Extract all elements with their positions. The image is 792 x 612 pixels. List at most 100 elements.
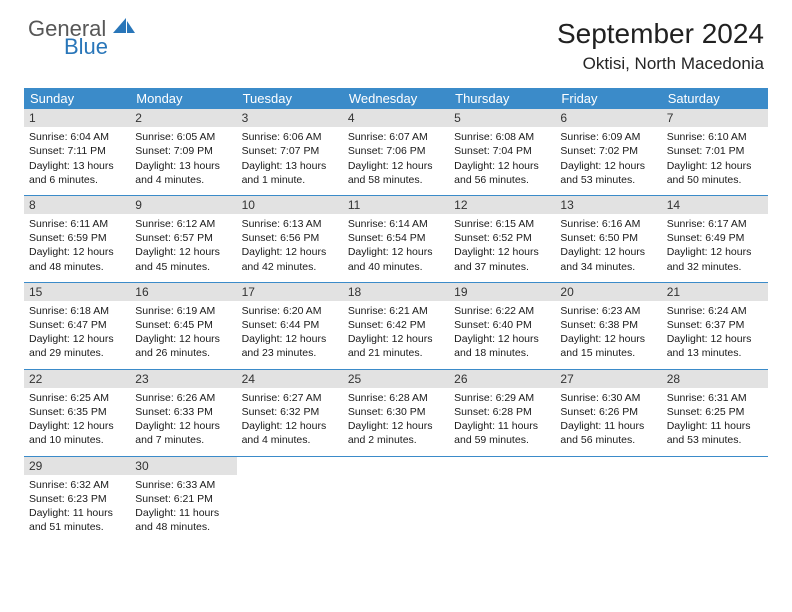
- sunset-text: Sunset: 6:35 PM: [29, 405, 125, 419]
- daylight-text: Daylight: 12 hours and 2 minutes.: [348, 419, 444, 447]
- sunset-text: Sunset: 6:33 PM: [135, 405, 231, 419]
- day-cell: 18Sunrise: 6:21 AMSunset: 6:42 PMDayligh…: [343, 283, 449, 369]
- day-cell: 16Sunrise: 6:19 AMSunset: 6:45 PMDayligh…: [130, 283, 236, 369]
- daylight-text: Daylight: 12 hours and 37 minutes.: [454, 245, 550, 273]
- day-cell: 21Sunrise: 6:24 AMSunset: 6:37 PMDayligh…: [662, 283, 768, 369]
- daylight-text: Daylight: 12 hours and 29 minutes.: [29, 332, 125, 360]
- sunset-text: Sunset: 6:59 PM: [29, 231, 125, 245]
- sunset-text: Sunset: 6:32 PM: [242, 405, 338, 419]
- daylight-text: Daylight: 12 hours and 34 minutes.: [560, 245, 656, 273]
- day-cell: 2Sunrise: 6:05 AMSunset: 7:09 PMDaylight…: [130, 109, 236, 195]
- daylight-text: Daylight: 11 hours and 48 minutes.: [135, 506, 231, 534]
- day-number: 6: [555, 109, 661, 127]
- daylight-text: Daylight: 12 hours and 42 minutes.: [242, 245, 338, 273]
- sunrise-text: Sunrise: 6:14 AM: [348, 217, 444, 231]
- day-number: 15: [24, 283, 130, 301]
- daylight-text: Daylight: 12 hours and 23 minutes.: [242, 332, 338, 360]
- day-number: 8: [24, 196, 130, 214]
- sunset-text: Sunset: 6:37 PM: [667, 318, 763, 332]
- sunrise-text: Sunrise: 6:26 AM: [135, 391, 231, 405]
- day-number: 14: [662, 196, 768, 214]
- day-number: 7: [662, 109, 768, 127]
- sunset-text: Sunset: 7:04 PM: [454, 144, 550, 158]
- sunset-text: Sunset: 6:57 PM: [135, 231, 231, 245]
- day-number: 13: [555, 196, 661, 214]
- day-cell: [237, 457, 343, 543]
- daylight-text: Daylight: 12 hours and 40 minutes.: [348, 245, 444, 273]
- sunrise-text: Sunrise: 6:22 AM: [454, 304, 550, 318]
- daylight-text: Daylight: 12 hours and 53 minutes.: [560, 159, 656, 187]
- day-cell: 30Sunrise: 6:33 AMSunset: 6:21 PMDayligh…: [130, 457, 236, 543]
- day-cell: 13Sunrise: 6:16 AMSunset: 6:50 PMDayligh…: [555, 196, 661, 282]
- sunrise-text: Sunrise: 6:12 AM: [135, 217, 231, 231]
- daylight-text: Daylight: 12 hours and 48 minutes.: [29, 245, 125, 273]
- sunrise-text: Sunrise: 6:29 AM: [454, 391, 550, 405]
- title-block: September 2024 Oktisi, North Macedonia: [557, 18, 764, 74]
- day-number: 4: [343, 109, 449, 127]
- daylight-text: Daylight: 13 hours and 1 minute.: [242, 159, 338, 187]
- sunset-text: Sunset: 6:23 PM: [29, 492, 125, 506]
- day-cell: 28Sunrise: 6:31 AMSunset: 6:25 PMDayligh…: [662, 370, 768, 456]
- day-cell: 26Sunrise: 6:29 AMSunset: 6:28 PMDayligh…: [449, 370, 555, 456]
- sunset-text: Sunset: 6:49 PM: [667, 231, 763, 245]
- sunset-text: Sunset: 6:30 PM: [348, 405, 444, 419]
- day-number: 23: [130, 370, 236, 388]
- day-cell: 23Sunrise: 6:26 AMSunset: 6:33 PMDayligh…: [130, 370, 236, 456]
- day-number: 3: [237, 109, 343, 127]
- day-cell: 19 Sunrise: 6:22 AMSunset: 6:40 PMDayligh…: [449, 283, 555, 369]
- weekday-header: Wednesday: [343, 88, 449, 109]
- day-cell: 1Sunrise: 6:04 AMSunset: 7:11 PMDaylight…: [24, 109, 130, 195]
- day-cell: 4Sunrise: 6:07 AMSunset: 7:06 PMDaylight…: [343, 109, 449, 195]
- day-number: 10: [237, 196, 343, 214]
- daylight-text: Daylight: 12 hours and 21 minutes.: [348, 332, 444, 360]
- daylight-text: Daylight: 11 hours and 53 minutes.: [667, 419, 763, 447]
- weekday-header: Monday: [130, 88, 236, 109]
- day-cell: [555, 457, 661, 543]
- day-cell: [662, 457, 768, 543]
- daylight-text: Daylight: 12 hours and 58 minutes.: [348, 159, 444, 187]
- day-number: 19: [449, 283, 555, 301]
- sunrise-text: Sunrise: 6:08 AM: [454, 130, 550, 144]
- sunrise-text: Sunrise: 6:24 AM: [667, 304, 763, 318]
- day-cell: 9Sunrise: 6:12 AMSunset: 6:57 PMDaylight…: [130, 196, 236, 282]
- sunrise-text: Sunrise: 6:18 AM: [29, 304, 125, 318]
- day-number: 27: [555, 370, 661, 388]
- day-number: 30: [130, 457, 236, 475]
- sunrise-text: Sunrise: 6:04 AM: [29, 130, 125, 144]
- daylight-text: Daylight: 11 hours and 56 minutes.: [560, 419, 656, 447]
- day-cell: 15Sunrise: 6:18 AMSunset: 6:47 PMDayligh…: [24, 283, 130, 369]
- sunset-text: Sunset: 6:44 PM: [242, 318, 338, 332]
- sunset-text: Sunset: 7:01 PM: [667, 144, 763, 158]
- day-number: 17: [237, 283, 343, 301]
- week-row: 29Sunrise: 6:32 AMSunset: 6:23 PMDayligh…: [24, 457, 768, 543]
- day-cell: 25Sunrise: 6:28 AMSunset: 6:30 PMDayligh…: [343, 370, 449, 456]
- day-number: 18: [343, 283, 449, 301]
- sunset-text: Sunset: 6:56 PM: [242, 231, 338, 245]
- sunset-text: Sunset: 6:42 PM: [348, 318, 444, 332]
- week-row: 8Sunrise: 6:11 AMSunset: 6:59 PMDaylight…: [24, 196, 768, 283]
- weeks-container: 1Sunrise: 6:04 AMSunset: 7:11 PMDaylight…: [24, 109, 768, 542]
- month-title: September 2024: [557, 18, 764, 50]
- sunrise-text: Sunrise: 6:30 AM: [560, 391, 656, 405]
- sunset-text: Sunset: 7:09 PM: [135, 144, 231, 158]
- daylight-text: Daylight: 12 hours and 4 minutes.: [242, 419, 338, 447]
- sunset-text: Sunset: 7:11 PM: [29, 144, 125, 158]
- sunrise-text: Sunrise: 6:31 AM: [667, 391, 763, 405]
- week-row: 22Sunrise: 6:25 AMSunset: 6:35 PMDayligh…: [24, 370, 768, 457]
- sunrise-text: Sunrise: 6:07 AM: [348, 130, 444, 144]
- daylight-text: Daylight: 13 hours and 6 minutes.: [29, 159, 125, 187]
- sunset-text: Sunset: 6:40 PM: [454, 318, 550, 332]
- day-number: 12: [449, 196, 555, 214]
- logo: General Blue: [28, 18, 135, 57]
- sunrise-text: Sunrise: 6:27 AM: [242, 391, 338, 405]
- day-number: 21: [662, 283, 768, 301]
- sunrise-text: Sunrise: 6:10 AM: [667, 130, 763, 144]
- day-cell: 29Sunrise: 6:32 AMSunset: 6:23 PMDayligh…: [24, 457, 130, 543]
- sunrise-text: Sunrise: 6:28 AM: [348, 391, 444, 405]
- sunrise-text: Sunrise: 6:06 AM: [242, 130, 338, 144]
- daylight-text: Daylight: 12 hours and 18 minutes.: [454, 332, 550, 360]
- sunset-text: Sunset: 6:28 PM: [454, 405, 550, 419]
- day-number: 29: [24, 457, 130, 475]
- sunset-text: Sunset: 6:54 PM: [348, 231, 444, 245]
- page-header: General Blue September 2024 Oktisi, Nort…: [0, 0, 792, 80]
